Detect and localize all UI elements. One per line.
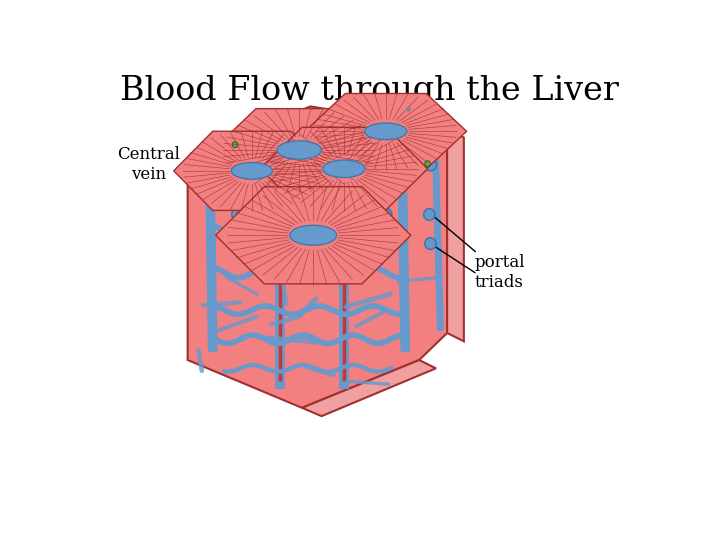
Polygon shape	[213, 109, 386, 192]
Ellipse shape	[289, 225, 337, 245]
Ellipse shape	[336, 185, 351, 194]
Ellipse shape	[424, 158, 436, 171]
Ellipse shape	[235, 167, 247, 179]
Ellipse shape	[233, 141, 238, 147]
Polygon shape	[302, 360, 436, 416]
Ellipse shape	[357, 119, 369, 131]
Ellipse shape	[277, 141, 322, 159]
Ellipse shape	[418, 133, 431, 146]
Ellipse shape	[232, 208, 244, 221]
Ellipse shape	[364, 123, 407, 140]
Polygon shape	[188, 129, 447, 408]
Ellipse shape	[232, 138, 244, 150]
Ellipse shape	[272, 185, 287, 194]
Ellipse shape	[232, 183, 244, 196]
Polygon shape	[260, 127, 428, 210]
Ellipse shape	[293, 119, 305, 131]
Ellipse shape	[305, 146, 317, 158]
Ellipse shape	[425, 238, 436, 249]
Text: Central
vein: Central vein	[117, 146, 252, 183]
Polygon shape	[215, 187, 411, 284]
Polygon shape	[447, 129, 464, 341]
Polygon shape	[188, 106, 447, 175]
Ellipse shape	[323, 160, 365, 178]
Polygon shape	[305, 93, 467, 169]
Ellipse shape	[369, 144, 381, 156]
Ellipse shape	[379, 183, 392, 196]
Ellipse shape	[304, 148, 310, 154]
Polygon shape	[174, 131, 330, 211]
Text: Blood Flow through the Liver: Blood Flow through the Liver	[120, 75, 618, 107]
Ellipse shape	[425, 161, 431, 167]
Text: portal
triads: portal triads	[431, 214, 526, 291]
Ellipse shape	[423, 208, 435, 220]
Ellipse shape	[231, 163, 272, 179]
Ellipse shape	[379, 208, 392, 221]
